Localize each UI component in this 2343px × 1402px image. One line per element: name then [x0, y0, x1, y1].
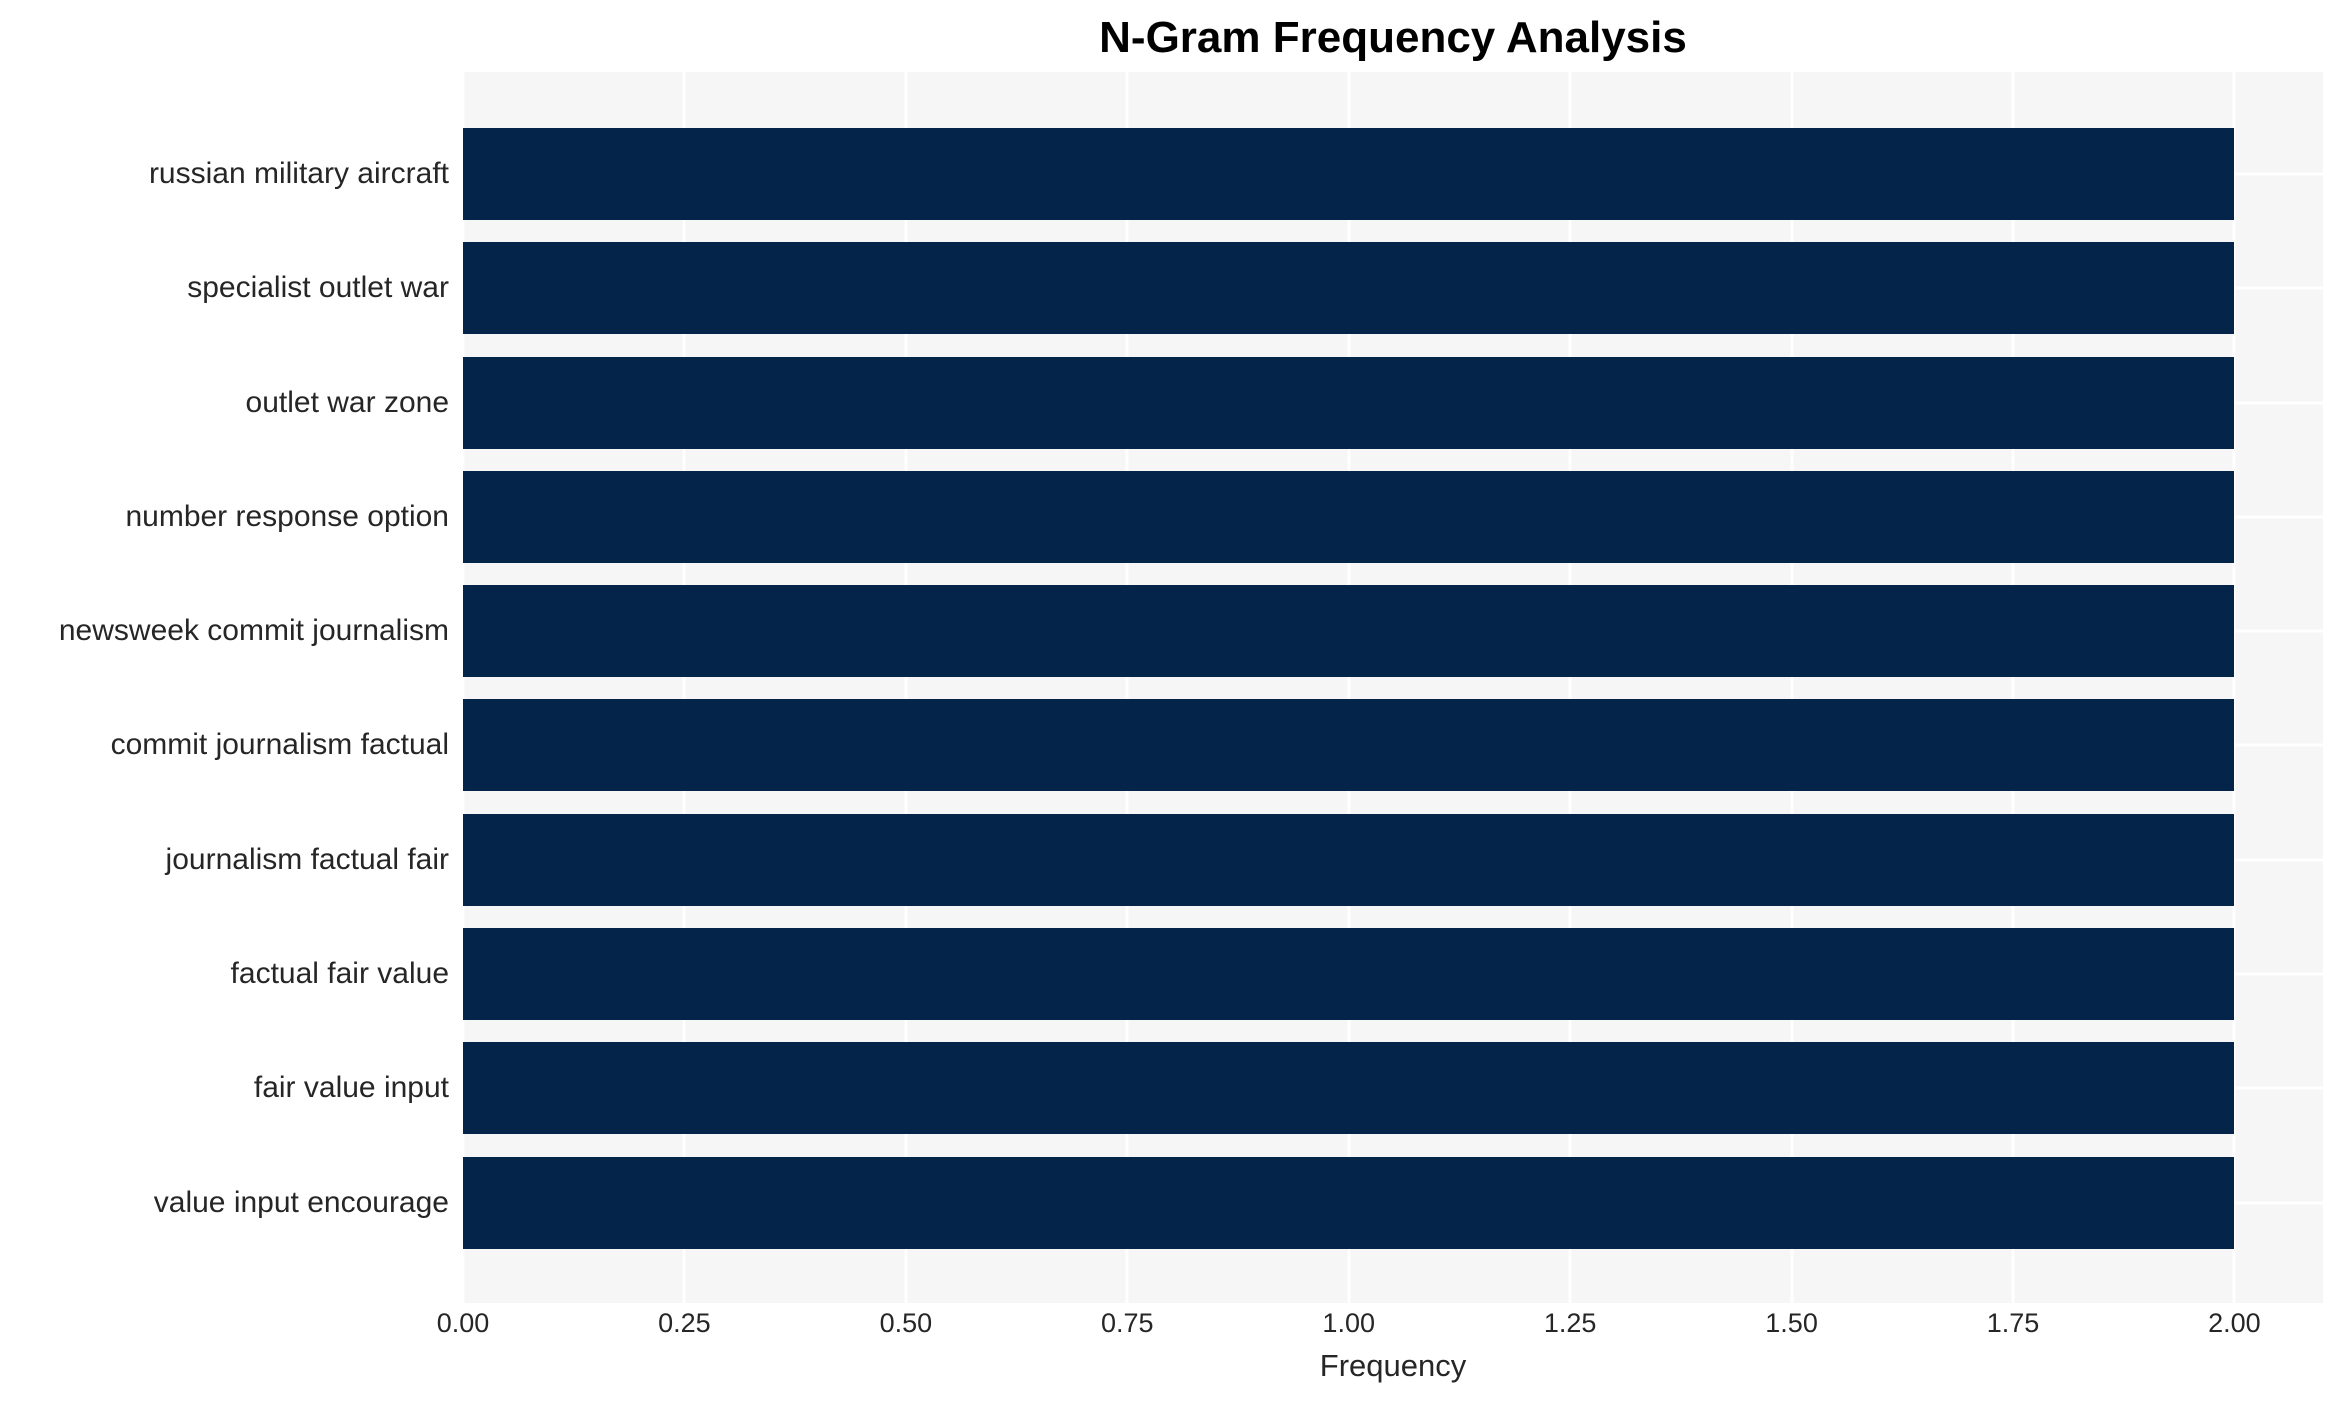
y-tick-label: newsweek commit journalism [58, 614, 449, 648]
x-tick-label: 0.25 [658, 1308, 711, 1338]
bar-fair-value-input [463, 1042, 2235, 1135]
x-tick-label: 1.25 [1543, 1308, 1597, 1338]
vertical-gridline [1790, 72, 1794, 1303]
bar-newsweek-commit-journalism [463, 585, 2235, 678]
y-tick-label: commit journalism factual [110, 728, 449, 762]
vertical-gridline [1125, 72, 1129, 1303]
x-tick-label: 0.00 [436, 1308, 490, 1338]
bar-value-input-encourage [463, 1156, 2235, 1249]
y-tick-label: fair value input [253, 1071, 449, 1105]
vertical-gridline [2011, 72, 2015, 1303]
bar-journalism-factual-fair [463, 813, 2235, 906]
y-tick-label: specialist outlet war [187, 271, 449, 305]
bar-russian-military-aircraft [463, 128, 2235, 220]
vertical-gridline [682, 72, 686, 1303]
y-tick-label: journalism factual fair [165, 842, 449, 876]
y-tick-label: outlet war zone [245, 385, 449, 419]
x-axis-title: Frequency [1319, 1348, 1467, 1383]
bar-number-response-option [463, 470, 2235, 563]
x-tick-label: 1.75 [1986, 1308, 2040, 1338]
vertical-gridline [1347, 72, 1351, 1303]
y-tick-label: value input encourage [153, 1185, 449, 1219]
vertical-gridline [904, 72, 908, 1303]
y-tick-label: russian military aircraft [148, 157, 449, 190]
y-tick-label: number response option [125, 499, 449, 533]
chart-title: N-Gram Frequency Analysis [1099, 13, 1687, 62]
x-tick-label: 0.75 [1101, 1308, 1154, 1338]
vertical-gridline [1568, 72, 1572, 1303]
y-tick-label: factual fair value [230, 956, 449, 990]
x-tick-label: 2.00 [2208, 1308, 2261, 1338]
plot-area [463, 72, 2323, 1303]
bar-factual-fair-value [463, 927, 2235, 1020]
bar-commit-journalism-factual [463, 699, 2235, 792]
x-tick-label: 1.00 [1322, 1308, 1375, 1338]
x-tick-label: 0.50 [879, 1308, 933, 1338]
x-tick-label: 1.50 [1765, 1308, 1818, 1338]
vertical-gridline [463, 72, 465, 1303]
bar-specialist-outlet-war [463, 242, 2235, 335]
vertical-gridline [2232, 72, 2236, 1303]
bar-outlet-war-zone [463, 356, 2235, 449]
